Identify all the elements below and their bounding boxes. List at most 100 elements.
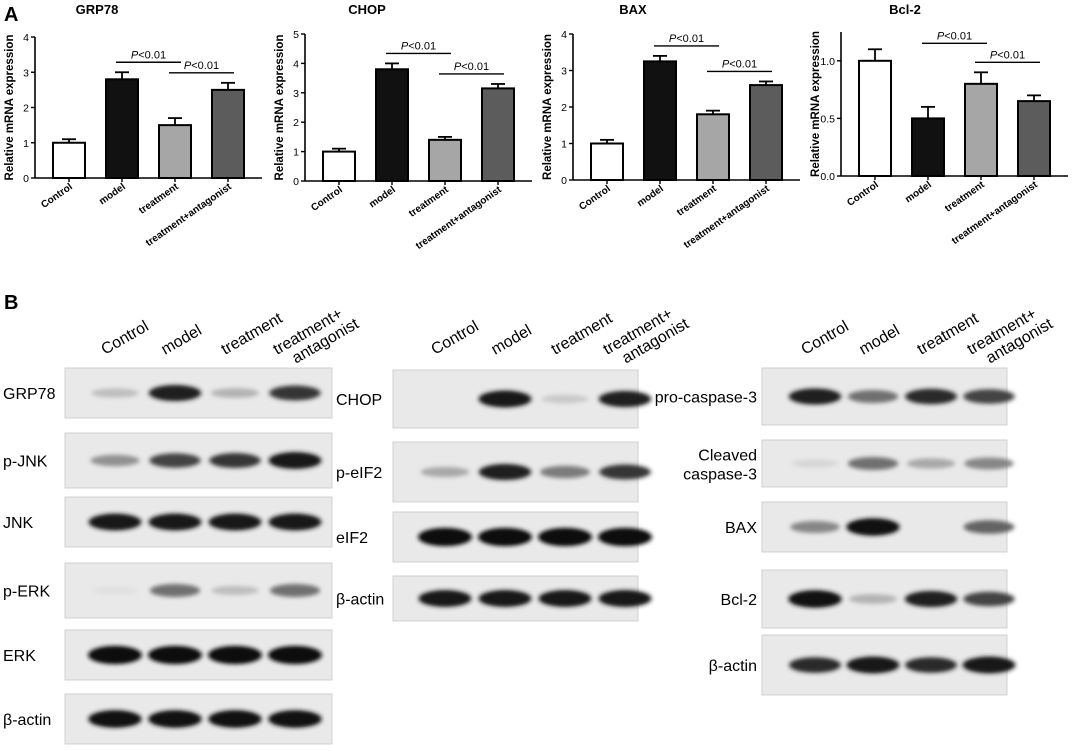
blot-row-label: Cleaved caspase-3 xyxy=(683,448,757,484)
blot-row-label-line: p-eIF2 xyxy=(336,465,382,482)
lane-label-line: model xyxy=(489,322,535,359)
blot-panel-2: Control model treatmenttreatment+antagonis… xyxy=(336,305,692,622)
blot-band-core xyxy=(482,530,528,544)
blot-band-core xyxy=(967,391,1011,402)
blot-row-label-line: p-JNK xyxy=(3,454,48,471)
blot-row: GRP78 xyxy=(3,367,333,419)
blot-row-label-line: Cleaved xyxy=(698,448,757,465)
y-tick-label: 2 xyxy=(293,117,299,129)
p-value: <0.01 xyxy=(944,30,972,42)
blot-row-label-line: β-actin xyxy=(709,658,757,675)
blot-band-core xyxy=(850,520,896,534)
x-tick-label: treatment xyxy=(137,181,181,217)
blot-band xyxy=(211,388,259,398)
blot-row: ERK xyxy=(3,629,333,681)
lane-label: model xyxy=(489,322,535,359)
p-value: <0.01 xyxy=(729,58,757,70)
x-tick-label: Control xyxy=(309,184,345,214)
blot-band-core xyxy=(542,530,588,544)
blot-panel-1: Control model treatmenttreatment+antagonis… xyxy=(3,305,362,745)
y-tick-label: 4 xyxy=(23,32,29,44)
blot-band xyxy=(847,456,899,471)
significance-label: P<0.01 xyxy=(454,61,489,73)
p-value: <0.01 xyxy=(997,49,1025,61)
blot-band xyxy=(149,583,201,598)
bar xyxy=(52,141,86,179)
blot-band xyxy=(847,389,899,404)
p-value: <0.01 xyxy=(408,40,436,52)
blot-row-label-line: JNK xyxy=(3,515,34,532)
bar xyxy=(696,113,730,181)
significance-label: P<0.01 xyxy=(184,60,219,72)
blot-row: Bcl-2 xyxy=(721,569,1015,629)
p-symbol: P xyxy=(454,61,462,73)
y-tick-label: 0.0 xyxy=(820,171,835,183)
blot-band xyxy=(963,520,1015,534)
blot-row: JNK xyxy=(3,496,333,548)
blot-band xyxy=(269,583,321,598)
blot-row: β-actin xyxy=(336,575,652,622)
significance-label: P<0.01 xyxy=(401,40,436,52)
blot-band-core xyxy=(602,592,648,605)
x-tick-label: Control xyxy=(845,179,881,209)
western-blots: Control model treatmenttreatment+antagonis… xyxy=(3,301,1057,745)
blot-band-core xyxy=(603,466,647,478)
blot-row-label-line: caspase-3 xyxy=(683,467,757,484)
blot-band-core xyxy=(212,648,258,662)
x-tick-label: Control xyxy=(39,181,75,211)
blot-band-core xyxy=(908,659,954,671)
y-tick-label: 1 xyxy=(561,139,567,151)
bar xyxy=(158,124,192,179)
blot-row-label: p-ERK xyxy=(3,584,50,601)
x-tick-label: model xyxy=(367,184,398,210)
blot-row: BAX xyxy=(725,501,1015,553)
blot-row-label-line: pro-caspase-3 xyxy=(655,390,757,407)
blot-band-core xyxy=(908,390,954,403)
blot-row-label-line: ERK xyxy=(3,648,36,665)
blot-row-label: CHOP xyxy=(336,392,382,409)
blot-row-label: β-actin xyxy=(3,712,51,729)
blot-band-core xyxy=(792,592,838,606)
lane-label: Control xyxy=(799,318,852,359)
bar xyxy=(105,78,139,179)
x-tick-label: treatment xyxy=(407,184,451,220)
blot-band xyxy=(211,585,259,596)
significance-label: P<0.01 xyxy=(937,30,972,42)
blot-band-core xyxy=(908,592,954,606)
blot-band-core xyxy=(152,386,198,400)
blot-row: p-eIF2 xyxy=(336,441,651,503)
panel-a-label: A xyxy=(4,4,18,26)
blot-band-core xyxy=(272,712,318,726)
x-tick-label: treatment+antagonist xyxy=(144,181,234,249)
blot-band-core xyxy=(273,387,317,399)
blot-row-label: β-actin xyxy=(336,592,384,609)
blot-band-core xyxy=(967,593,1011,605)
p-symbol: P xyxy=(184,60,192,72)
lane-label: model xyxy=(857,322,903,359)
blot-row-label-line: β-actin xyxy=(336,592,384,609)
bar xyxy=(964,82,998,177)
significance-label: P<0.01 xyxy=(722,58,757,70)
x-tick-label: Control xyxy=(577,183,613,213)
significance-label: P<0.01 xyxy=(669,33,704,45)
bar xyxy=(481,87,515,182)
blot-row-label: eIF2 xyxy=(336,530,368,547)
blot-row: β-actin xyxy=(709,634,1016,696)
significance-label: P<0.01 xyxy=(990,49,1025,61)
blot-row-label-line: eIF2 xyxy=(336,530,368,547)
blot-band xyxy=(420,466,470,478)
blot-row-label-line: Bcl-2 xyxy=(721,592,758,609)
blot-row: eIF2 xyxy=(336,511,652,563)
chart-bax: BAX Relative mRNA expression 0 1 2 3 4 Control m… xyxy=(542,2,800,251)
y-tick-label: 0 xyxy=(561,175,567,187)
blot-band-core xyxy=(482,392,528,406)
bar xyxy=(375,68,409,182)
blot-band-core xyxy=(92,515,138,529)
bar xyxy=(911,117,945,177)
lane-label: treatment+antagonist xyxy=(965,301,1057,374)
blot-band-core xyxy=(152,648,198,662)
blot-band xyxy=(791,459,839,468)
blot-row: pro-caspase-3 xyxy=(655,367,1015,426)
blot-band-core xyxy=(482,465,528,479)
